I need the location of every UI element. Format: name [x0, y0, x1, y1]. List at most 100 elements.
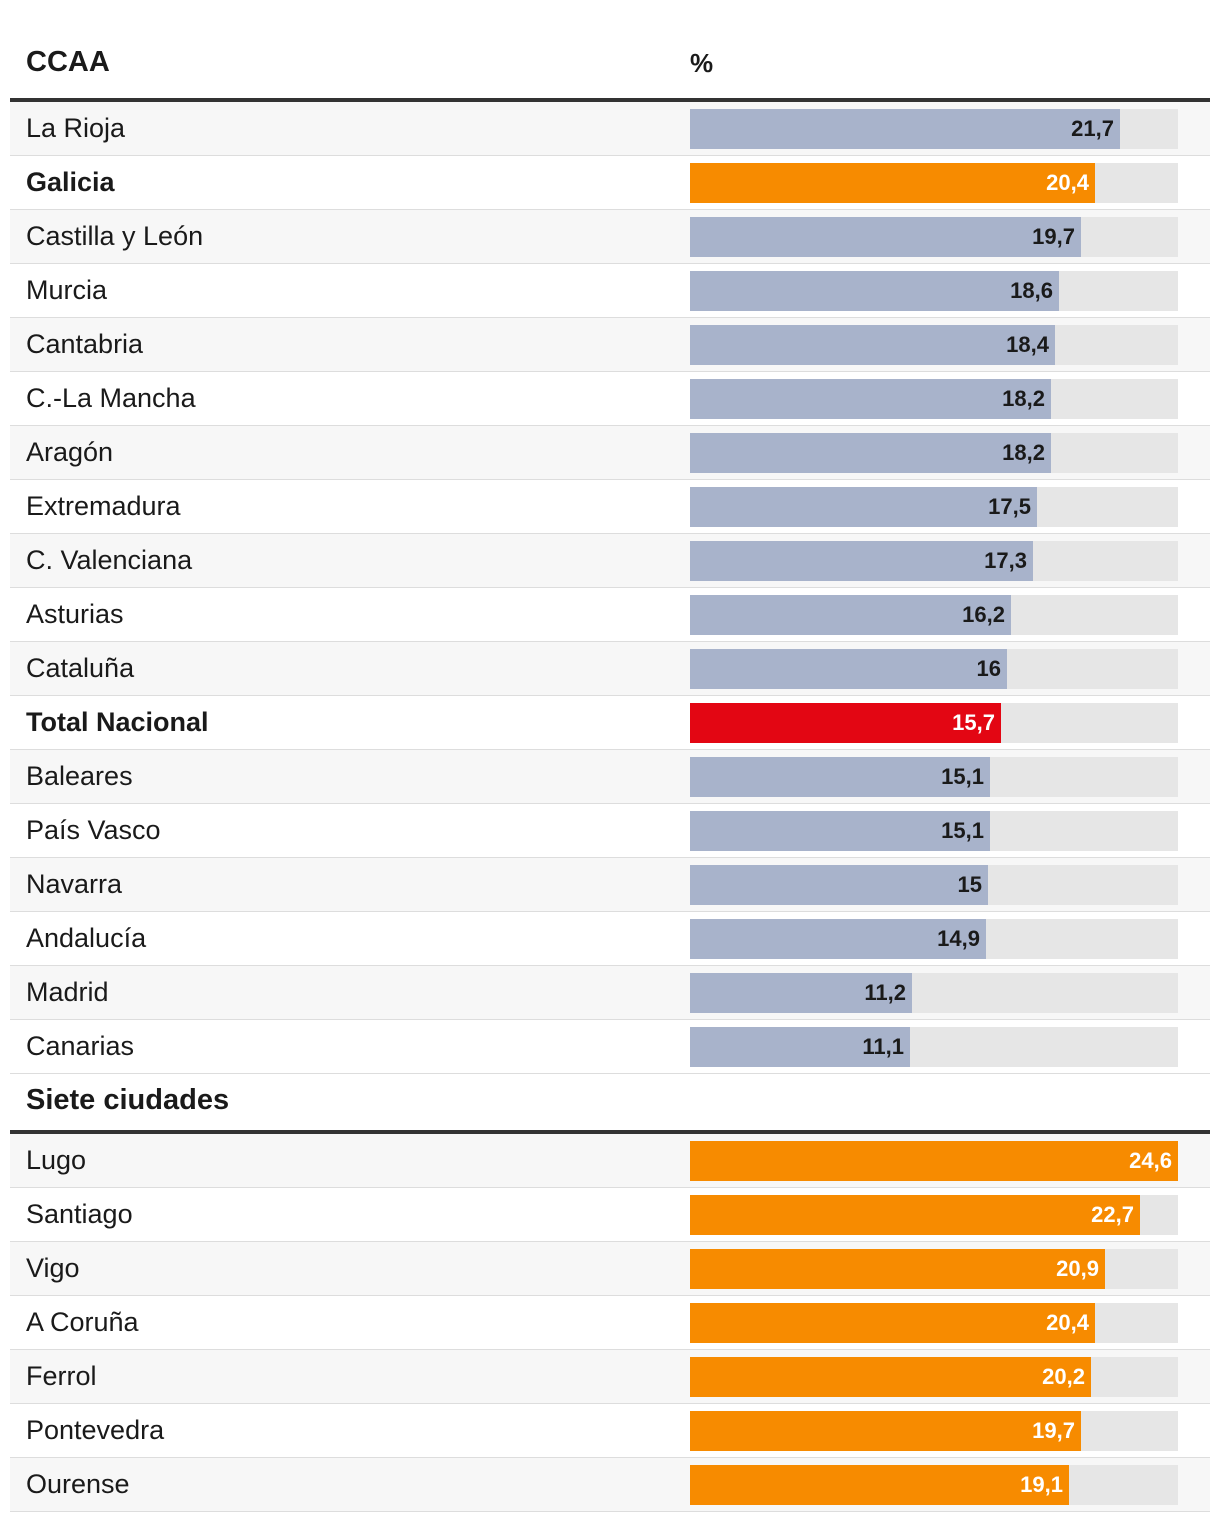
- row-label: Total Nacional: [26, 707, 209, 737]
- row-label: Canarias: [26, 1031, 135, 1061]
- bar-value-label: 20,4: [1046, 1310, 1089, 1335]
- row-label: Santiago: [26, 1199, 133, 1229]
- bar: 18,2: [690, 433, 1051, 473]
- row-label: País Vasco: [26, 815, 161, 845]
- bar-track: 16,2: [690, 595, 1178, 635]
- bar-track: 15,7: [690, 703, 1178, 743]
- table-row: Madrid 11,2: [10, 966, 1210, 1020]
- row-label: Lugo: [26, 1145, 87, 1175]
- bar: 21,7: [690, 109, 1120, 149]
- bar-value-label: 15,1: [941, 764, 984, 789]
- bar-value-label: 18,2: [1002, 386, 1045, 411]
- row-label: A Coruña: [26, 1307, 139, 1337]
- bar: 24,6: [690, 1141, 1178, 1181]
- bar-track: 15,1: [690, 811, 1178, 851]
- table-row: Andalucía 14,9: [10, 912, 1210, 966]
- bar-value-label: 14,9: [937, 926, 980, 951]
- bar-track: 19,7: [690, 217, 1178, 257]
- bar-value-label: 20,9: [1056, 1256, 1099, 1281]
- bar: 20,9: [690, 1249, 1105, 1289]
- table-row: A Coruña 20,4: [10, 1296, 1210, 1350]
- bar-track: 15: [690, 865, 1178, 905]
- section-title: Siete ciudades: [26, 1084, 230, 1116]
- table-row: Pontevedra 19,7: [10, 1404, 1210, 1458]
- row-label: Andalucía: [26, 923, 147, 953]
- bar-track: 20,4: [690, 163, 1178, 203]
- row-label: Baleares: [26, 761, 133, 791]
- bar: 15,1: [690, 811, 990, 851]
- table-row: Cataluña 16: [10, 642, 1210, 696]
- bar: 15: [690, 865, 988, 905]
- bar-value-label: 20,2: [1042, 1364, 1085, 1389]
- table-row: Extremadura 17,5: [10, 480, 1210, 534]
- row-label: Castilla y León: [26, 221, 204, 251]
- table-row: Ourense 19,1: [10, 1458, 1210, 1512]
- table-row: Vigo 20,9: [10, 1242, 1210, 1296]
- table-row: Santiago 22,7: [10, 1188, 1210, 1242]
- bar-track: 24,6: [690, 1141, 1178, 1181]
- row-label: Extremadura: [26, 491, 181, 521]
- table-row: Navarra 15: [10, 858, 1210, 912]
- bar: 17,3: [690, 541, 1033, 581]
- bar: 16: [690, 649, 1007, 689]
- bar-value-label: 17,3: [984, 548, 1027, 573]
- bar-track: 17,3: [690, 541, 1178, 581]
- city-rows: Lugo 24,6 Santiago 22,7 Vigo 20,9 A Coruña 20,4…: [10, 1134, 1210, 1512]
- bar-value-label: 24,6: [1129, 1148, 1172, 1173]
- row-label: Ourense: [26, 1469, 130, 1499]
- bar-track: 20,4: [690, 1303, 1178, 1343]
- bar: 17,5: [690, 487, 1037, 527]
- bar-value-label: 15,7: [952, 710, 995, 735]
- table-row: Aragón 18,2: [10, 426, 1210, 480]
- column-header-percent: %: [690, 48, 714, 78]
- bar: 20,4: [690, 163, 1095, 203]
- row-label: C. Valenciana: [26, 545, 193, 575]
- bar-value-label: 11,2: [864, 980, 906, 1005]
- bar: 15,7: [690, 703, 1001, 743]
- bar: 16,2: [690, 595, 1011, 635]
- row-label: Asturias: [26, 599, 124, 629]
- row-label: Cantabria: [26, 329, 144, 359]
- bar-track: 20,9: [690, 1249, 1178, 1289]
- bar-track: 22,7: [690, 1195, 1178, 1235]
- table-row: C. Valenciana 17,3: [10, 534, 1210, 588]
- bar: 18,6: [690, 271, 1059, 311]
- bar-track: 18,2: [690, 433, 1178, 473]
- bar-value-label: 18,2: [1002, 440, 1045, 465]
- row-label: Vigo: [26, 1253, 80, 1283]
- bar-value-label: 19,7: [1032, 1418, 1075, 1443]
- bar: 22,7: [690, 1195, 1140, 1235]
- bar-track: 18,4: [690, 325, 1178, 365]
- table-row: La Rioja 21,7: [10, 102, 1210, 156]
- bar-track: 18,6: [690, 271, 1178, 311]
- bar-track: 19,7: [690, 1411, 1178, 1451]
- section-header-cities: Siete ciudades: [10, 1074, 1210, 1134]
- table-row: Baleares 15,1: [10, 750, 1210, 804]
- bar-track: 15,1: [690, 757, 1178, 797]
- table-row: Cantabria 18,4: [10, 318, 1210, 372]
- bar-track: 16: [690, 649, 1178, 689]
- bar: 18,4: [690, 325, 1055, 365]
- row-label: Murcia: [26, 275, 108, 305]
- table-row: Castilla y León 19,7: [10, 210, 1210, 264]
- bar: 19,1: [690, 1465, 1069, 1505]
- bar-track: 20,2: [690, 1357, 1178, 1397]
- row-label: La Rioja: [26, 113, 126, 143]
- table-header: CCAA %: [10, 0, 1210, 102]
- bar: 14,9: [690, 919, 986, 959]
- bar-value-label: 16,2: [962, 602, 1005, 627]
- bar-track: 17,5: [690, 487, 1178, 527]
- row-label: Pontevedra: [26, 1415, 165, 1445]
- bar: 11,2: [690, 973, 912, 1013]
- bar-track: 21,7: [690, 109, 1178, 149]
- table-row: Canarias 11,1: [10, 1020, 1210, 1074]
- bar-track: 14,9: [690, 919, 1178, 959]
- table-row: Murcia 18,6: [10, 264, 1210, 318]
- bar-track: 11,1: [690, 1027, 1178, 1067]
- bar: 19,7: [690, 1411, 1081, 1451]
- bar-track: 19,1: [690, 1465, 1178, 1505]
- bar-value-label: 18,6: [1010, 278, 1053, 303]
- bar-value-label: 19,7: [1032, 224, 1075, 249]
- table-row: Lugo 24,6: [10, 1134, 1210, 1188]
- bar-track: 18,2: [690, 379, 1178, 419]
